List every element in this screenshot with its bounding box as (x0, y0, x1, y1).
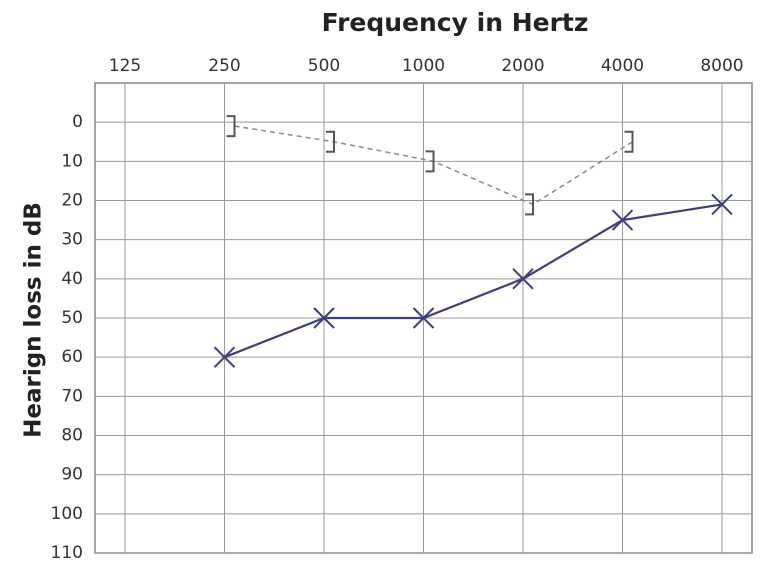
x-tick-label: 125 (109, 56, 141, 76)
x-tick-label: 250 (208, 56, 240, 76)
y-tick-label: 0 (72, 112, 83, 132)
x-tick-label: 4000 (601, 56, 644, 76)
x-marker-stroke (512, 268, 534, 290)
x-marker (512, 268, 534, 290)
y-tick-label: 60 (61, 347, 83, 367)
y-tick-label: 110 (51, 543, 83, 563)
x-marker (313, 307, 335, 329)
x-tick-label: 2000 (501, 56, 544, 76)
bracket-marker (525, 193, 534, 216)
y-tick-label: 50 (61, 308, 83, 328)
x-marker-stroke (313, 307, 335, 329)
x-tick-label: 8000 (700, 56, 743, 76)
series-line (224, 203, 723, 359)
x-marker (213, 346, 236, 368)
x-marker (611, 209, 634, 231)
y-tick-label: 100 (51, 504, 83, 524)
x-marker (412, 307, 435, 329)
x-tick-label: 500 (308, 56, 340, 76)
y-axis-label: Hearign loss in dB (21, 202, 47, 438)
x-marker-stroke (711, 193, 733, 216)
y-tick-label: 70 (61, 386, 83, 406)
x-marker (711, 193, 733, 216)
x-tick-label: 1000 (402, 56, 445, 76)
y-tick-label: 90 (61, 465, 83, 485)
bracket-marker (425, 150, 435, 173)
x-marker-stroke (412, 307, 435, 329)
bracket-marker (326, 130, 335, 153)
y-tick-label: 40 (61, 269, 83, 289)
chart-title: Frequency in Hertz (322, 8, 589, 37)
bracket-marker (226, 115, 236, 138)
y-tick-label: 20 (61, 191, 83, 211)
x-marker-stroke (611, 209, 634, 231)
bracket-marker (624, 130, 634, 153)
y-tick-label: 30 (61, 230, 83, 250)
y-tick-label: 10 (61, 151, 83, 171)
x-marker-stroke (213, 346, 236, 368)
y-tick-label: 80 (61, 426, 83, 446)
